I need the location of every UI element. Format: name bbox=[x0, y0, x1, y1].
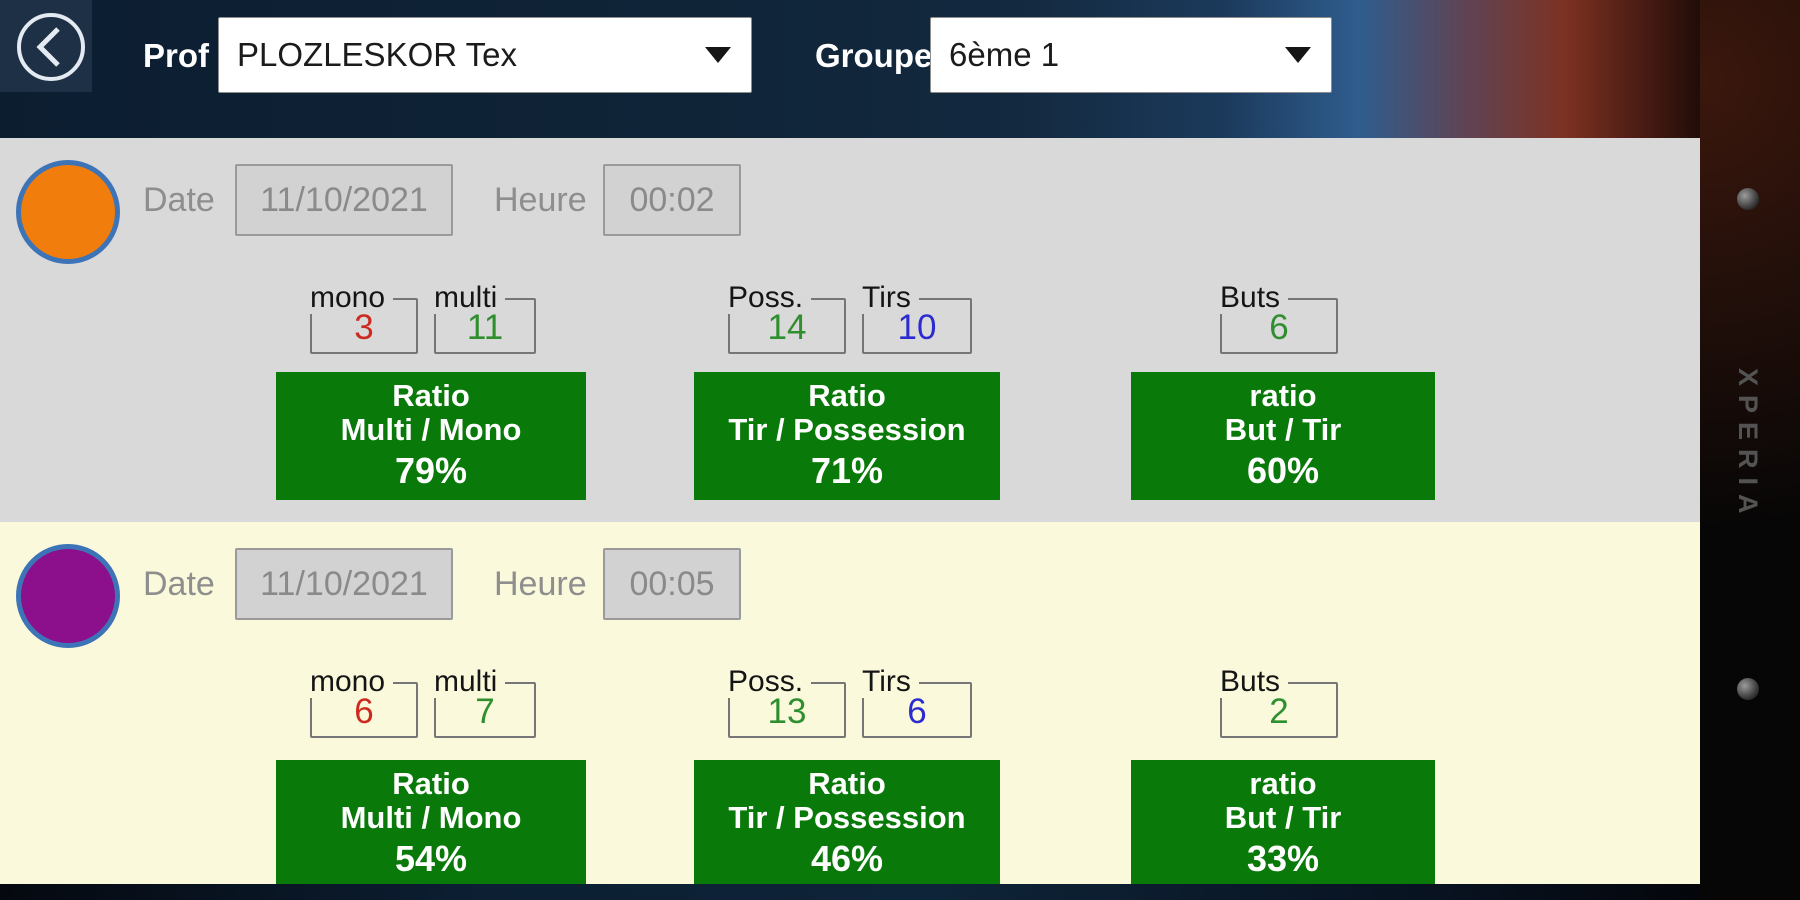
stat-mono[interactable]: mono 6 bbox=[310, 666, 418, 738]
stat-multi-label: multi bbox=[434, 282, 506, 314]
stat-multi-value: 7 bbox=[475, 692, 495, 731]
top-bar: Prof PLOZLESKOR Tex Groupe 6ème 1 bbox=[0, 0, 1700, 138]
stat-mono[interactable]: mono 3 bbox=[310, 282, 418, 354]
ratio-multi-mono: Ratio Multi / Mono 54% bbox=[276, 760, 586, 884]
time-label: Heure bbox=[494, 181, 587, 219]
stat-buts-label: Buts bbox=[1220, 666, 1289, 698]
stat-buts[interactable]: Buts 2 bbox=[1220, 666, 1338, 738]
ratio-subtitle: Multi / Mono bbox=[340, 800, 522, 835]
stat-buts[interactable]: Buts 6 bbox=[1220, 282, 1338, 354]
date-label: Date bbox=[143, 565, 215, 603]
stat-possessions-value: 13 bbox=[767, 692, 807, 731]
back-icon bbox=[17, 13, 85, 81]
session-card-2: Date Heure mono 6 multi 7 Poss. 13 Tirs … bbox=[0, 522, 1700, 884]
device-brand-logo: XPERIA bbox=[1733, 368, 1763, 523]
ratio-tir-possession: Ratio Tir / Possession 71% bbox=[694, 372, 1000, 500]
team-color-circle bbox=[16, 544, 120, 648]
bottom-nav-bar bbox=[0, 884, 1700, 900]
team-color-circle bbox=[16, 160, 120, 264]
ratio-subtitle: Tir / Possession bbox=[728, 800, 966, 835]
stat-mono-value: 3 bbox=[354, 308, 374, 347]
stat-tirs-label: Tirs bbox=[862, 282, 919, 314]
ratio-tir-possession: Ratio Tir / Possession 46% bbox=[694, 760, 1000, 884]
ratio-value: 60% bbox=[1246, 450, 1320, 491]
stat-tirs[interactable]: Tirs 6 bbox=[862, 666, 972, 738]
ratio-multi-mono: Ratio Multi / Mono 79% bbox=[276, 372, 586, 500]
prof-select[interactable]: PLOZLESKOR Tex bbox=[218, 17, 752, 93]
stat-tirs-label: Tirs bbox=[862, 666, 919, 698]
ratio-title: Ratio bbox=[392, 766, 470, 801]
groupe-select-value: 6ème 1 bbox=[949, 36, 1060, 73]
ratio-subtitle: Tir / Possession bbox=[728, 412, 966, 447]
ratio-value: 46% bbox=[810, 838, 884, 879]
stat-multi[interactable]: multi 7 bbox=[434, 666, 536, 738]
stat-buts-value: 6 bbox=[1269, 308, 1289, 347]
ratio-value: 33% bbox=[1246, 838, 1320, 879]
time-input[interactable] bbox=[603, 548, 741, 620]
stat-tirs-value: 6 bbox=[907, 692, 927, 731]
date-input[interactable] bbox=[235, 164, 453, 236]
stat-possessions-label: Poss. bbox=[728, 282, 812, 314]
ratio-title: ratio bbox=[1249, 766, 1317, 801]
groupe-label: Groupe bbox=[815, 37, 933, 74]
chevron-down-icon bbox=[705, 47, 731, 63]
app-screen: Prof PLOZLESKOR Tex Groupe 6ème 1 Date H… bbox=[0, 0, 1700, 900]
ratio-but-tir: ratio But / Tir 60% bbox=[1131, 372, 1435, 500]
ratio-title: ratio bbox=[1249, 378, 1317, 413]
stat-multi-value: 11 bbox=[466, 308, 504, 347]
time-label: Heure bbox=[494, 565, 587, 603]
stat-tirs[interactable]: Tirs 10 bbox=[862, 282, 972, 354]
stat-possessions[interactable]: Poss. 14 bbox=[728, 282, 846, 354]
stat-multi[interactable]: multi 11 bbox=[434, 282, 536, 354]
back-button[interactable] bbox=[12, 8, 90, 86]
stat-possessions[interactable]: Poss. 13 bbox=[728, 666, 846, 738]
stat-possessions-label: Poss. bbox=[728, 666, 812, 698]
prof-select-value: PLOZLESKOR Tex bbox=[237, 36, 518, 73]
ratio-subtitle: Multi / Mono bbox=[340, 412, 522, 447]
date-label: Date bbox=[143, 181, 215, 219]
prof-label: Prof bbox=[143, 37, 209, 74]
ratio-title: Ratio bbox=[392, 378, 470, 413]
stat-mono-value: 6 bbox=[354, 692, 374, 731]
stat-buts-value: 2 bbox=[1269, 692, 1289, 731]
ratio-but-tir: ratio But / Tir 33% bbox=[1131, 760, 1435, 884]
ratio-subtitle: But / Tir bbox=[1224, 800, 1342, 835]
ratio-value: 79% bbox=[394, 450, 468, 491]
stat-buts-label: Buts bbox=[1220, 282, 1289, 314]
groupe-select[interactable]: 6ème 1 bbox=[930, 17, 1332, 93]
bezel-highlight bbox=[1737, 188, 1759, 210]
stat-possessions-value: 14 bbox=[767, 308, 807, 347]
session-card-1: Date Heure mono 3 multi 11 Poss. 14 Tirs… bbox=[0, 138, 1700, 522]
bezel-highlight bbox=[1737, 678, 1759, 700]
stat-multi-label: multi bbox=[434, 666, 506, 698]
ratio-title: Ratio bbox=[808, 766, 886, 801]
device-bezel: XPERIA bbox=[1700, 0, 1800, 900]
stat-mono-label: mono bbox=[310, 666, 394, 698]
stat-mono-label: mono bbox=[310, 282, 394, 314]
stat-tirs-value: 10 bbox=[897, 308, 937, 347]
time-input[interactable] bbox=[603, 164, 741, 236]
ratio-value: 54% bbox=[394, 838, 468, 879]
ratio-title: Ratio bbox=[808, 378, 886, 413]
ratio-subtitle: But / Tir bbox=[1224, 412, 1342, 447]
ratio-value: 71% bbox=[810, 450, 884, 491]
chevron-down-icon bbox=[1285, 47, 1311, 63]
date-input[interactable] bbox=[235, 548, 453, 620]
